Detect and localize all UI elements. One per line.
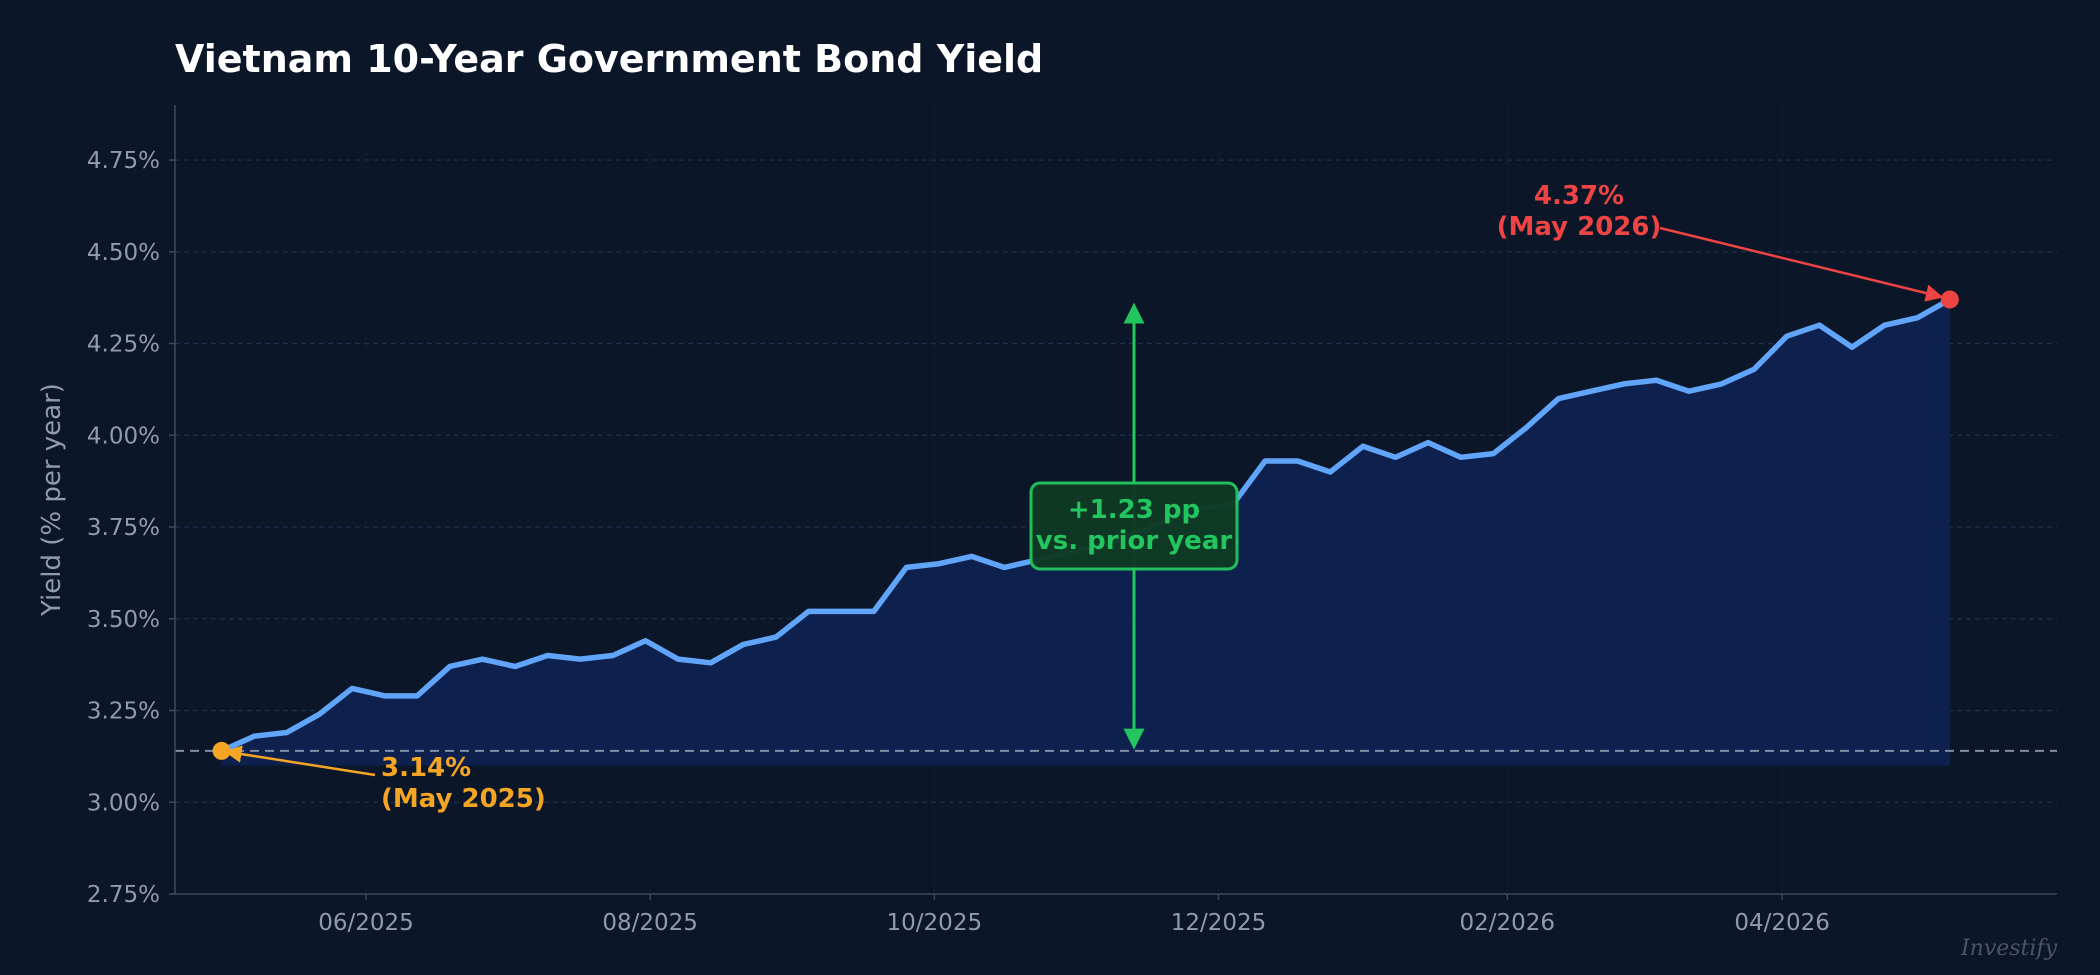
y-tick-label: 4.25%: [87, 332, 160, 358]
y-tick-label: 3.00%: [87, 790, 160, 816]
y-tick-label: 3.50%: [87, 607, 160, 633]
change-label-line: vs. prior year: [1036, 526, 1233, 556]
y-tick-label: 3.75%: [87, 515, 160, 541]
y-tick-label: 4.00%: [87, 423, 160, 449]
y-tick-label: 4.50%: [87, 240, 160, 266]
y-tick-label: 2.75%: [87, 882, 160, 908]
x-tick-label: 08/2025: [602, 910, 698, 936]
y-axis-label: Yield (% per year): [37, 383, 67, 617]
chart-title: Vietnam 10-Year Government Bond Yield: [175, 37, 1043, 81]
end-point: [1941, 290, 1959, 308]
end-label-line: (May 2026): [1497, 212, 1662, 242]
start-label-line: 3.14%: [381, 753, 471, 783]
x-tick-label: 04/2026: [1734, 910, 1830, 936]
x-tick-label: 06/2025: [318, 910, 414, 936]
x-tick-label: 12/2025: [1171, 910, 1267, 936]
start-point: [213, 742, 231, 760]
end-label-line: 4.37%: [1534, 181, 1624, 211]
change-label-line: +1.23 pp: [1068, 495, 1200, 525]
y-tick-label: 4.75%: [87, 148, 160, 174]
start-label-line: (May 2025): [381, 784, 546, 814]
x-tick-label: 10/2025: [887, 910, 983, 936]
y-tick-label: 3.25%: [87, 699, 160, 725]
x-tick-label: 02/2026: [1460, 910, 1556, 936]
watermark: Investify: [1960, 936, 2058, 961]
